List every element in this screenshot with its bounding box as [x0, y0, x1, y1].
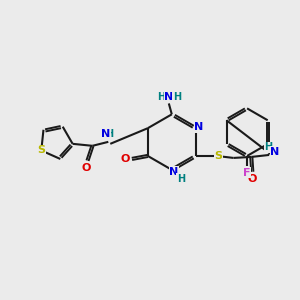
Text: S: S: [37, 146, 45, 155]
Text: H: H: [105, 129, 113, 139]
Text: O: O: [82, 163, 91, 172]
Text: H: H: [173, 92, 181, 103]
Text: O: O: [120, 154, 130, 164]
Text: H: H: [177, 174, 185, 184]
Text: S: S: [214, 151, 223, 161]
Text: N: N: [194, 122, 203, 132]
Text: N: N: [101, 129, 110, 139]
Text: N: N: [164, 92, 173, 103]
Text: H: H: [264, 142, 272, 152]
Text: H: H: [157, 92, 165, 103]
Text: N: N: [169, 167, 178, 177]
Text: N: N: [271, 147, 280, 157]
Text: O: O: [248, 174, 257, 184]
Text: F: F: [243, 168, 251, 178]
